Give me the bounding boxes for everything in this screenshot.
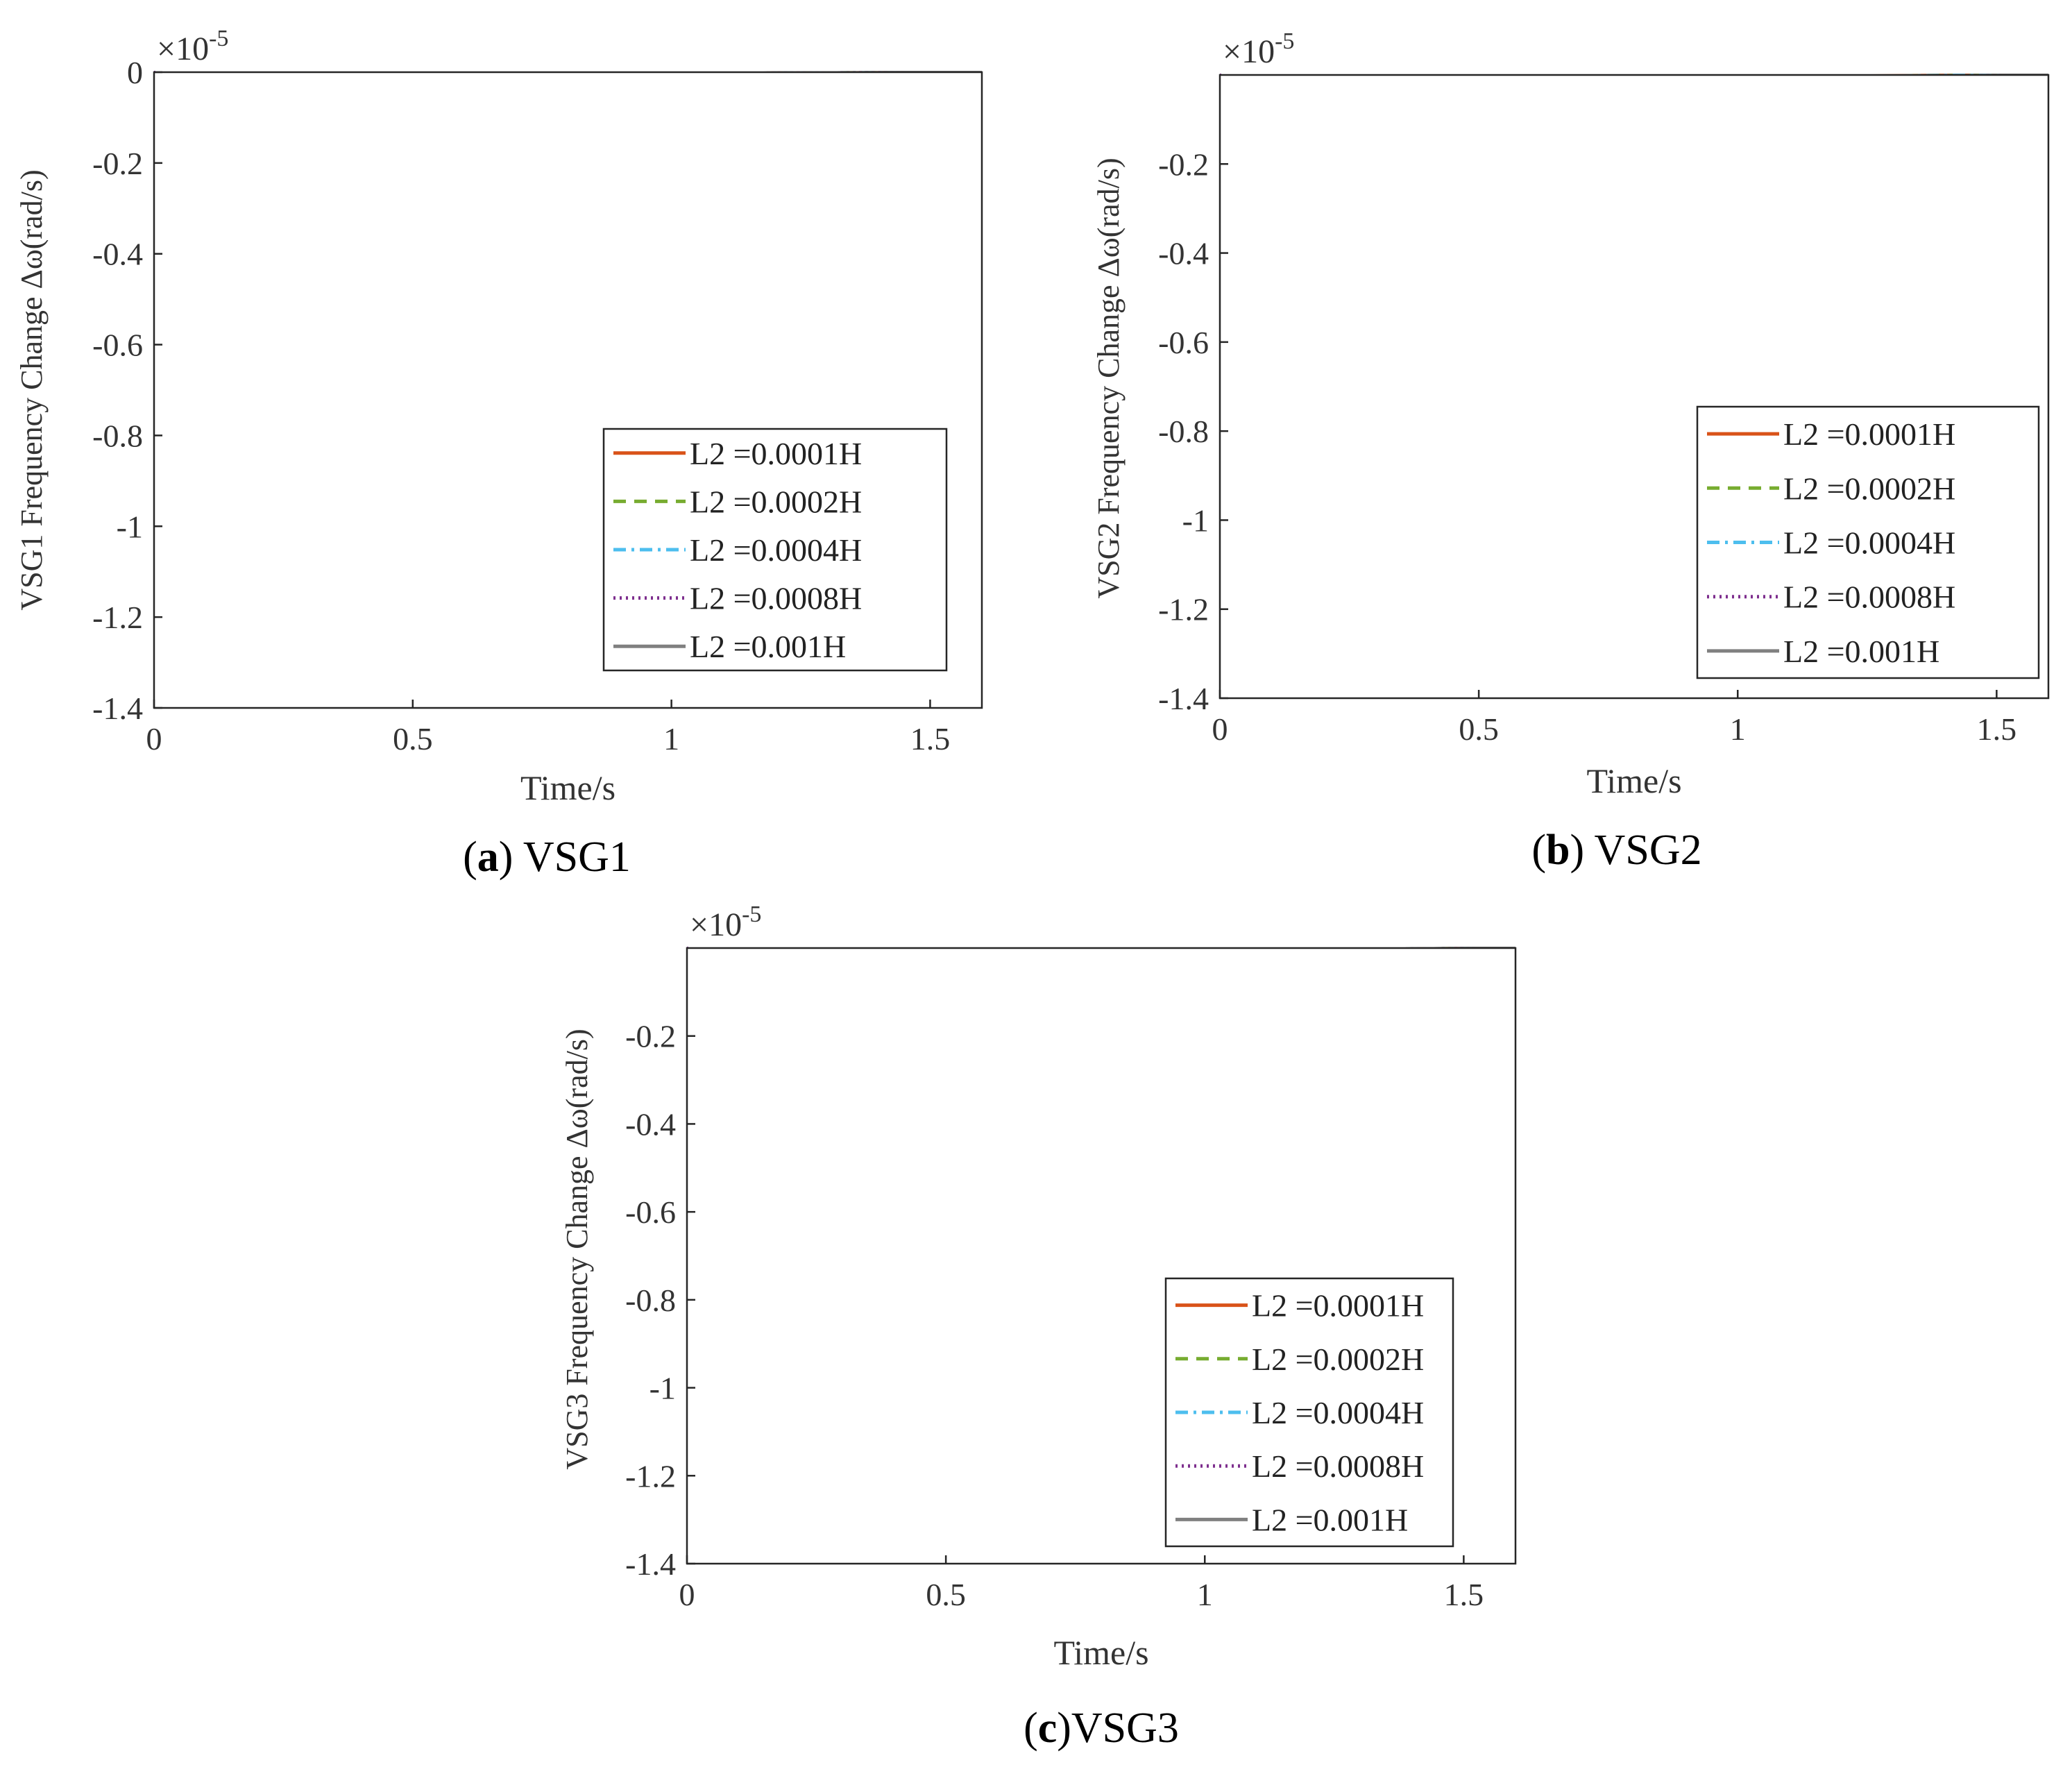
x-tick-label: 0.5 <box>393 721 433 756</box>
y-tick-label: -0.4 <box>1158 236 1209 271</box>
x-tick-label: 0 <box>1212 711 1228 747</box>
y-tick-label: -1.2 <box>1158 592 1209 627</box>
axis-multiplier-exponent: -5 <box>1275 28 1294 54</box>
y-tick-label: -0.2 <box>1158 146 1209 182</box>
legend-label: L2 =0.0008H <box>1783 580 1955 615</box>
x-tick-label: 1 <box>663 721 679 756</box>
y-tick-label: -1.4 <box>92 691 143 726</box>
x-tick-label: 0.5 <box>926 1577 966 1612</box>
y-tick-label: -0.2 <box>92 146 143 181</box>
legend-label: L2 =0.0002H <box>1783 471 1955 506</box>
legend-label: L2 =0.001H <box>1252 1502 1408 1537</box>
x-tick-label: 1 <box>1730 711 1746 747</box>
x-tick-label: 1.5 <box>1977 711 2017 747</box>
figure-caption: (c)VSG3 <box>1024 1705 1179 1752</box>
y-tick-label: -0.4 <box>625 1106 676 1142</box>
legend-label: L2 =0.0001H <box>1252 1288 1424 1324</box>
chart-panel-a: 0 0.5 1 1.5 0 -0.2 -0.4 -0.6 -0.8 -1 -1.2 -1.4 ×10-5… <box>15 26 983 881</box>
legend-label: L2 =0.001H <box>690 629 846 664</box>
y-tick-label: -0.6 <box>625 1194 676 1230</box>
y-tick-label: -1.4 <box>625 1546 676 1582</box>
legend-label: L2 =0.0004H <box>1783 525 1955 561</box>
x-tick-label: 1.5 <box>1444 1577 1484 1612</box>
legend: L2 =0.0001H L2 =0.0002H L2 =0.0004H L2 =0.0… <box>602 428 948 672</box>
y-tick-label: -1.2 <box>625 1458 676 1494</box>
x-axis-label: Time/s <box>1053 1633 1148 1672</box>
x-axis-label: Time/s <box>1586 761 1681 800</box>
chart-panel-b: 0 0.5 1 1.5 -0.2 -0.4 -0.6 -0.8 -1 -1.2 -1.4 ×10-5 T… <box>1092 28 2050 874</box>
y-tick-label: -0.6 <box>1158 325 1209 360</box>
y-axis-label: VSG2 Frequency Change Δω(rad/s) <box>1092 158 1126 598</box>
y-axis-label: VSG1 Frequency Change Δω(rad/s) <box>15 169 49 610</box>
y-axis-label: VSG3 Frequency Change Δω(rad/s) <box>560 1029 594 1469</box>
legend-label: L2 =0.0001H <box>1783 416 1955 452</box>
y-tick-label: -0.6 <box>92 328 143 363</box>
legend-label: L2 =0.0004H <box>1252 1395 1424 1430</box>
axis-multiplier: ×10-5 <box>690 902 761 943</box>
x-tick-label: 1 <box>1197 1577 1213 1612</box>
x-tick-label: 0 <box>146 721 162 756</box>
legend-label: L2 =0.0008H <box>1252 1448 1424 1484</box>
axis-multiplier: ×10-5 <box>157 26 228 67</box>
legend-label: L2 =0.001H <box>1783 634 1939 669</box>
y-tick-label: -0.8 <box>92 418 143 453</box>
x-tick-label: 0 <box>679 1577 695 1612</box>
legend: L2 =0.0001H L2 =0.0002H L2 =0.0004H L2 =0.0… <box>1696 405 2040 679</box>
legend-label: L2 =0.0002H <box>690 484 862 519</box>
y-tick-label: -1 <box>1182 502 1209 538</box>
y-tick-label: -0.8 <box>1158 414 1209 449</box>
x-tick-label: 1.5 <box>910 721 951 756</box>
y-tick-label: -1.2 <box>92 600 143 635</box>
legend: L2 =0.0001H L2 =0.0002H L2 =0.0004H L2 =0.0… <box>1164 1277 1454 1548</box>
y-tick-label: -1.4 <box>1158 681 1209 716</box>
axis-multiplier: ×10-5 <box>1223 28 1294 70</box>
chart-panel-c: 0 0.5 1 1.5 -0.2 -0.4 -0.6 -0.8 -1 -1.2 -1.4 ×10-5 T… <box>560 902 1517 1752</box>
x-axis-label: Time/s <box>520 768 615 807</box>
legend-label: L2 =0.0001H <box>690 436 862 471</box>
y-tick-label: 0 <box>127 55 143 90</box>
figure-caption: (a) VSG1 <box>463 834 631 881</box>
figure-caption: (b) VSG2 <box>1531 827 1701 874</box>
axis-multiplier-exponent: -5 <box>742 902 761 927</box>
y-tick-label: -1 <box>649 1371 676 1406</box>
axis-multiplier-exponent: -5 <box>209 26 228 51</box>
x-tick-label: 0.5 <box>1459 711 1499 747</box>
legend-box <box>602 428 948 672</box>
legend-label: L2 =0.0002H <box>1252 1342 1424 1377</box>
y-tick-label: -0.8 <box>625 1283 676 1318</box>
legend-label: L2 =0.0008H <box>690 581 862 616</box>
y-tick-label: -0.4 <box>92 237 143 272</box>
y-tick-label: -1 <box>117 509 143 544</box>
legend-label: L2 =0.0004H <box>690 532 862 568</box>
y-tick-label: -0.2 <box>625 1019 676 1054</box>
